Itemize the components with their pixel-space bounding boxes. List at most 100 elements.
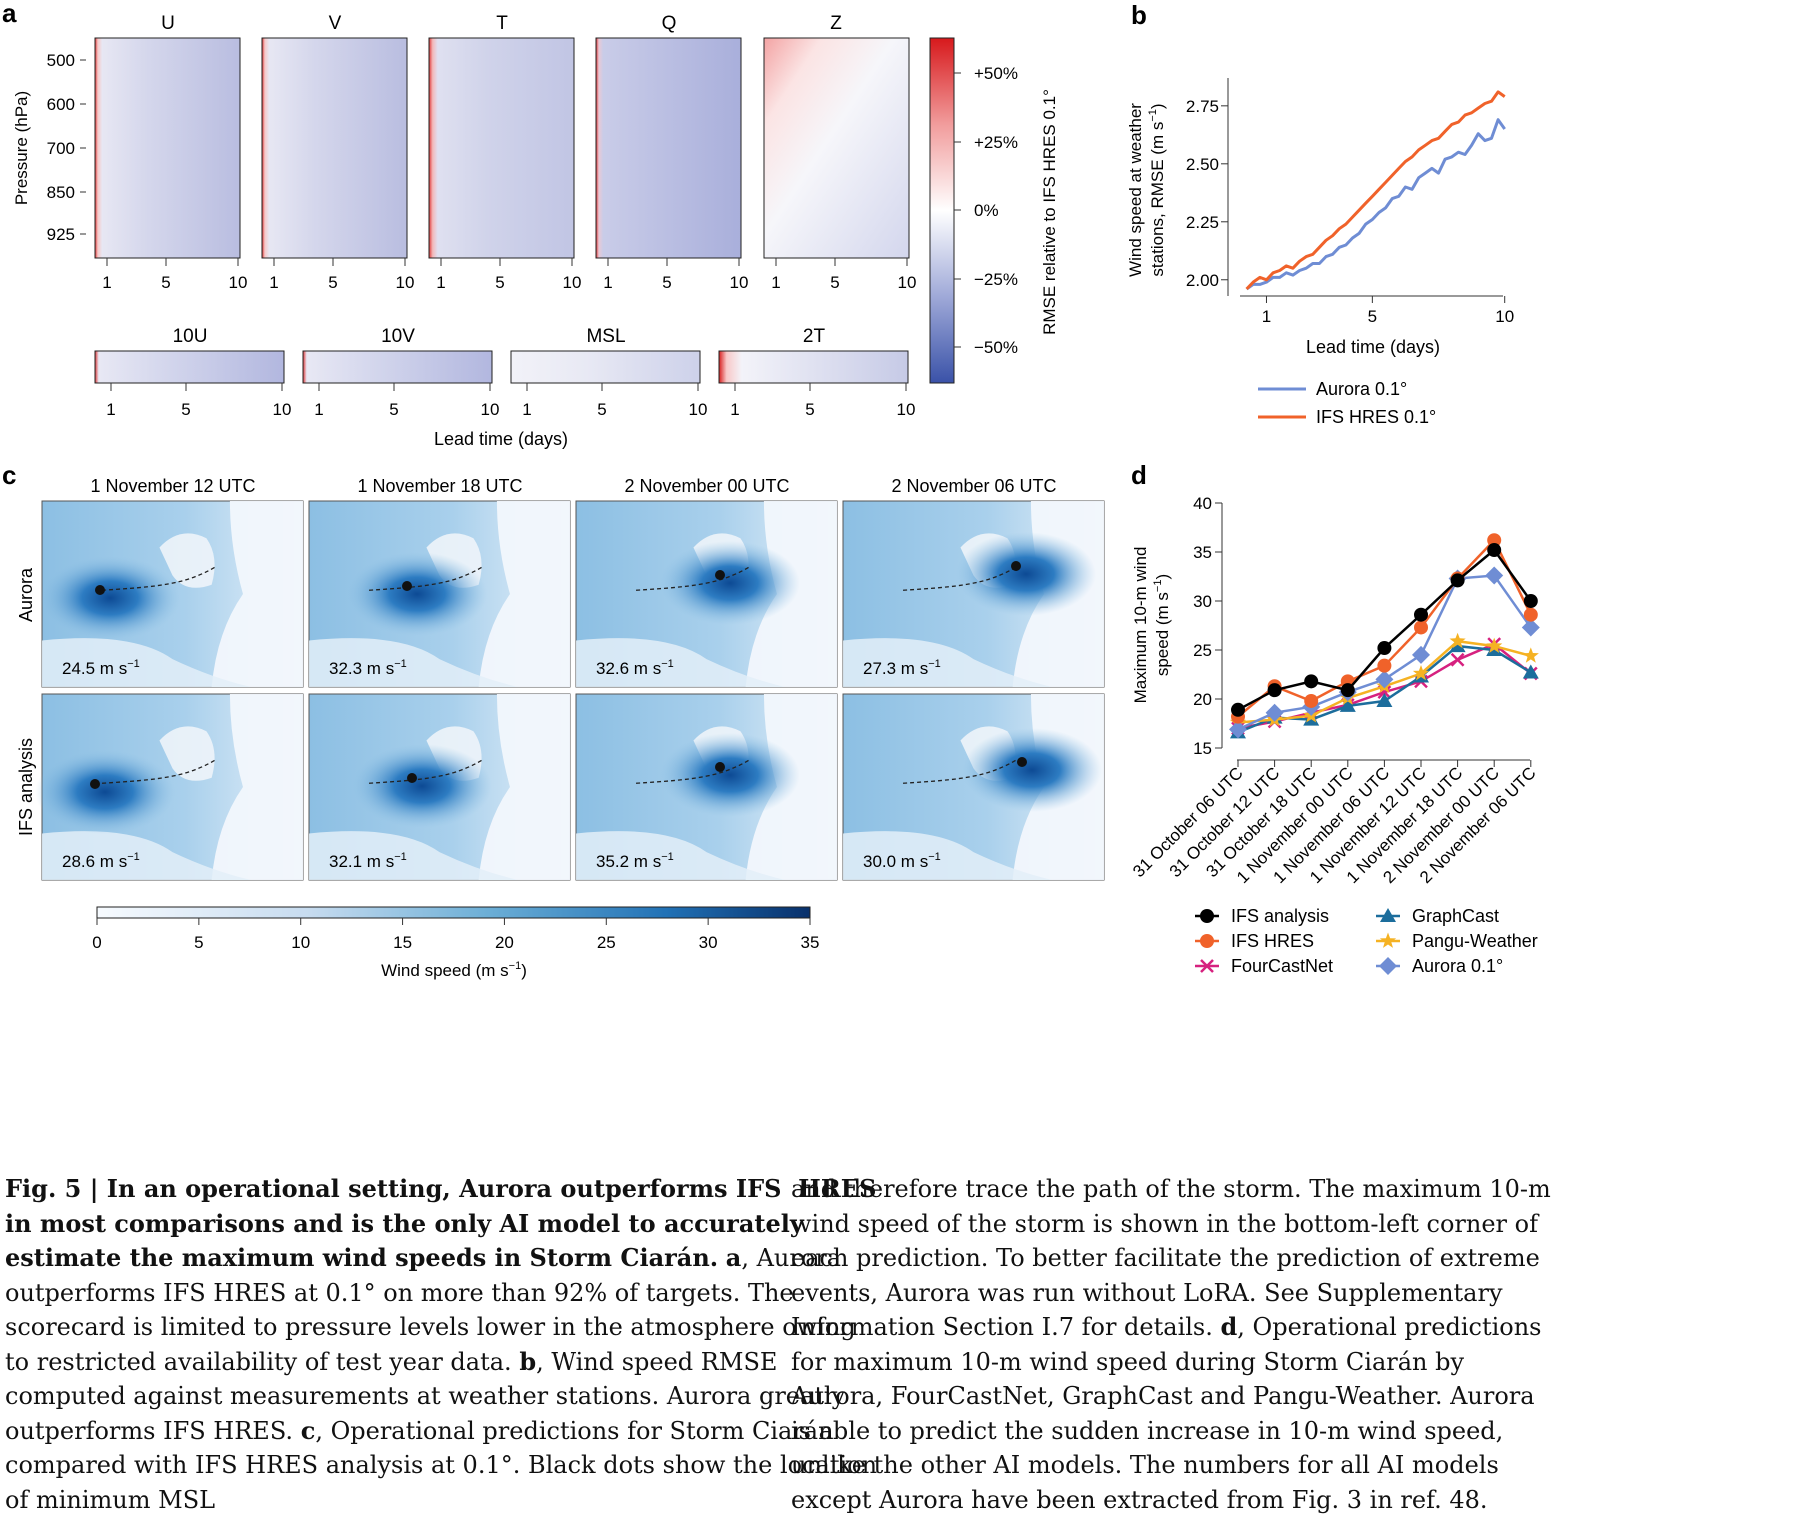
xtick: 5 (181, 400, 190, 419)
xtick: 5 (161, 273, 170, 292)
ytick-label: 35 (1193, 543, 1212, 562)
land-shape (42, 638, 251, 687)
xtick: 10 (563, 273, 582, 292)
max-wind-label: 32.6 m s−1 (596, 658, 674, 678)
storm-centre-dot (1011, 561, 1021, 571)
storm-centre-dot (715, 762, 725, 772)
storm-centre-dot (1017, 757, 1027, 767)
xtick: 1 (102, 273, 111, 292)
point-ifs-hres (1414, 620, 1428, 635)
figure-canvas: a b c d Pressure (hPa) 500 600 700 850 9… (2, 0, 1540, 980)
storm-core (347, 552, 487, 636)
xtick: 5 (662, 273, 671, 292)
caption-letter: a (725, 1243, 742, 1272)
wind-tick-label: 15 (393, 933, 412, 952)
wind-tick-label: 35 (801, 933, 820, 952)
ytick-label: 2.00 (1186, 271, 1219, 290)
point-aurora-0-1 (1375, 670, 1394, 689)
point-aurora-0-1 (1265, 703, 1284, 722)
storm-core (660, 541, 800, 625)
ytick-label: 25 (1193, 641, 1212, 660)
land-shape (478, 694, 570, 880)
xtick-label: 5 (1368, 307, 1377, 326)
panel-label-c: c (2, 460, 16, 490)
panel-a-xlabel: Lead time (days) (434, 429, 568, 449)
point-pangu-weather (1449, 632, 1466, 649)
xtick: 10 (897, 400, 916, 419)
legend-marker-ifs-hres (1200, 934, 1214, 948)
legend-marker-pangu-weather (1379, 932, 1397, 948)
storm-track (101, 565, 218, 591)
storm-centre-dot (95, 585, 105, 595)
legend-label-fourcastnet: FourCastNet (1231, 956, 1333, 976)
colorbar-tick: −50% (974, 338, 1018, 357)
xtick: 5 (495, 273, 504, 292)
storm-centre-dot (715, 570, 725, 580)
series-line-ifs-hres (1245, 90, 1506, 291)
xtick: 10 (273, 400, 292, 419)
max-wind-label: 32.1 m s−1 (329, 851, 407, 871)
heatmap-msl (510, 350, 701, 384)
wind-tick-label: 30 (699, 933, 718, 952)
legend-marker-ifs-analysis (1200, 909, 1214, 923)
heatmap-10v (302, 350, 493, 384)
storm-core (352, 744, 492, 828)
xtick: 10 (481, 400, 500, 419)
point-pangu-weather (1412, 665, 1430, 681)
xtick: 5 (805, 400, 814, 419)
xtick: 5 (830, 273, 839, 292)
legend-label-aurora: Aurora 0.1° (1316, 379, 1407, 399)
land-shape (309, 831, 518, 880)
wind-tick-label: 5 (194, 933, 203, 952)
heatmap-title-10v: 10V (381, 326, 415, 347)
panel-label-b: b (1131, 0, 1147, 30)
point-ifs-analysis (1267, 683, 1282, 698)
caption-text: , Operational predictions for maximum 10… (791, 1313, 1542, 1514)
ytick: 925 (47, 225, 75, 244)
ytick-label: 2.25 (1186, 213, 1219, 232)
land-shape (211, 694, 303, 880)
panel-a-ylabel: Pressure (hPa) (12, 91, 31, 205)
map-column-title: 1 November 18 UTC (357, 476, 522, 496)
heatmap-z (763, 37, 910, 259)
point-ifs-analysis (1340, 683, 1355, 698)
storm-track (902, 758, 1019, 784)
panel-d-ylabel-line2: speed (m s−1) (1152, 574, 1172, 676)
legend-label-pangu-weather: Pangu-Weather (1412, 931, 1538, 951)
point-ifs-analysis (1450, 573, 1465, 588)
storm-core (956, 532, 1096, 616)
legend-label-aurora-0-1: Aurora 0.1° (1412, 956, 1503, 976)
caption-text: and therefore trace the path of the stor… (791, 1175, 1551, 1341)
panel-a: Pressure (hPa) 500 600 700 850 925 U V T… (12, 13, 1059, 449)
legend-marker-fourcastnet (1200, 959, 1214, 973)
land-shape (843, 638, 1052, 687)
legend-label-ifs-hres: IFS HRES 0.1° (1316, 407, 1436, 427)
legend-marker-graphcast (1380, 908, 1396, 922)
xtick: 1 (314, 400, 323, 419)
panel-d: Maximum 10-m wind speed (m s−1) 15 20 25 30… (1129, 494, 1540, 976)
ytick: 850 (47, 183, 75, 202)
series-line-ifs-hres (1237, 538, 1532, 718)
caption-heading: Fig. 5 | In an operational setting, Auro… (5, 1174, 877, 1272)
xtick: 1 (106, 400, 115, 419)
row-label-aurora: Aurora (16, 567, 36, 622)
point-ifs-analysis (1523, 594, 1538, 608)
heatmap-title-v: V (329, 13, 342, 34)
heatmap-title-t: T (496, 13, 508, 34)
caption-letter: c (300, 1415, 316, 1445)
heatmap-title-q: Q (662, 13, 677, 34)
caption-letter: d (1220, 1312, 1238, 1341)
storm-centre-dot (402, 581, 412, 591)
point-ifs-analysis (1377, 641, 1392, 656)
map-column-title: 1 November 12 UTC (90, 476, 255, 496)
map-ifs-analysis-1: 28.6 m s−1 (35, 693, 304, 881)
heatmap-title-2t: 2T (803, 326, 826, 347)
heatmap-10u (94, 350, 285, 384)
xtick: 5 (597, 400, 606, 419)
land-shape (576, 638, 785, 687)
ytick-label: 15 (1193, 739, 1212, 758)
legend-label-graphcast: GraphCast (1412, 906, 1499, 926)
max-wind-label: 30.0 m s−1 (863, 851, 941, 871)
ytick: 500 (47, 51, 75, 70)
point-ifs-hres (1304, 693, 1319, 708)
